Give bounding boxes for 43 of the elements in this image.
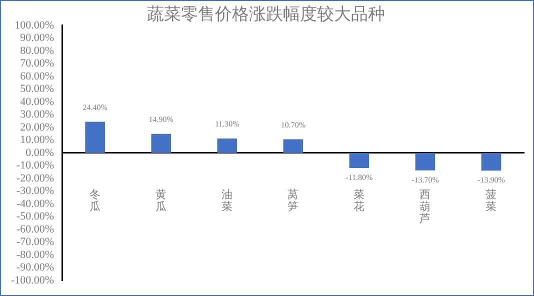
y-tick-label: -40.00% — [16, 198, 54, 210]
y-tick-label: -60.00% — [16, 223, 54, 236]
bar — [217, 138, 238, 153]
x-tick-label: 油菜 — [222, 188, 233, 213]
y-tick-label: 60.00% — [20, 70, 54, 82]
y-tick-label: -90.00% — [16, 262, 54, 274]
x-tick-label: 黄瓜 — [156, 188, 167, 213]
x-tick-label: 菠菜 — [486, 188, 497, 213]
x-tick-label: 冬瓜 — [90, 188, 101, 213]
y-tick-label: 70.00% — [20, 58, 54, 70]
bar — [481, 152, 502, 171]
y-tick-label: -70.00% — [16, 236, 54, 248]
bar — [85, 122, 105, 153]
y-tick-label: 40.00% — [20, 96, 54, 108]
x-tick-label: 西葫芦 — [420, 188, 431, 226]
y-tick-label: -80.00% — [16, 248, 54, 261]
data-label: -13.70% — [412, 175, 440, 184]
data-label: 14.90% — [148, 114, 174, 124]
chart-title: 蔬菜零售价格涨跌幅度较大品种 — [147, 4, 385, 24]
data-label: -11.80% — [346, 173, 374, 182]
y-tick-label: 80.00% — [20, 44, 54, 57]
y-tick-label: 0.00% — [26, 146, 54, 159]
y-tick-label: 50.00% — [20, 83, 54, 96]
data-label: 10.70% — [280, 120, 306, 130]
y-tick-label: -10.00% — [16, 160, 54, 172]
bar — [415, 152, 436, 170]
y-tick-label: -30.00% — [16, 185, 54, 198]
y-tick-label: 20.00% — [20, 121, 54, 134]
y-tick-label: 30.00% — [20, 108, 54, 121]
y-tick-label: 10.00% — [20, 134, 54, 146]
bar — [151, 134, 172, 153]
y-tick-label: -100.00% — [11, 274, 54, 286]
x-tick-label: 菜花 — [354, 188, 365, 213]
y-tick-label: 100.00% — [14, 19, 54, 32]
y-tick-label: -20.00% — [16, 172, 54, 184]
data-label: 11.30% — [214, 120, 240, 129]
y-tick-label: 90.00% — [20, 32, 54, 44]
y-tick-label: -50.00% — [16, 210, 54, 223]
bar — [349, 152, 370, 168]
bar — [283, 139, 304, 153]
data-label: 24.40% — [82, 102, 108, 112]
x-tick-label: 莴笋 — [288, 188, 299, 213]
data-label: -13.90% — [478, 176, 506, 185]
